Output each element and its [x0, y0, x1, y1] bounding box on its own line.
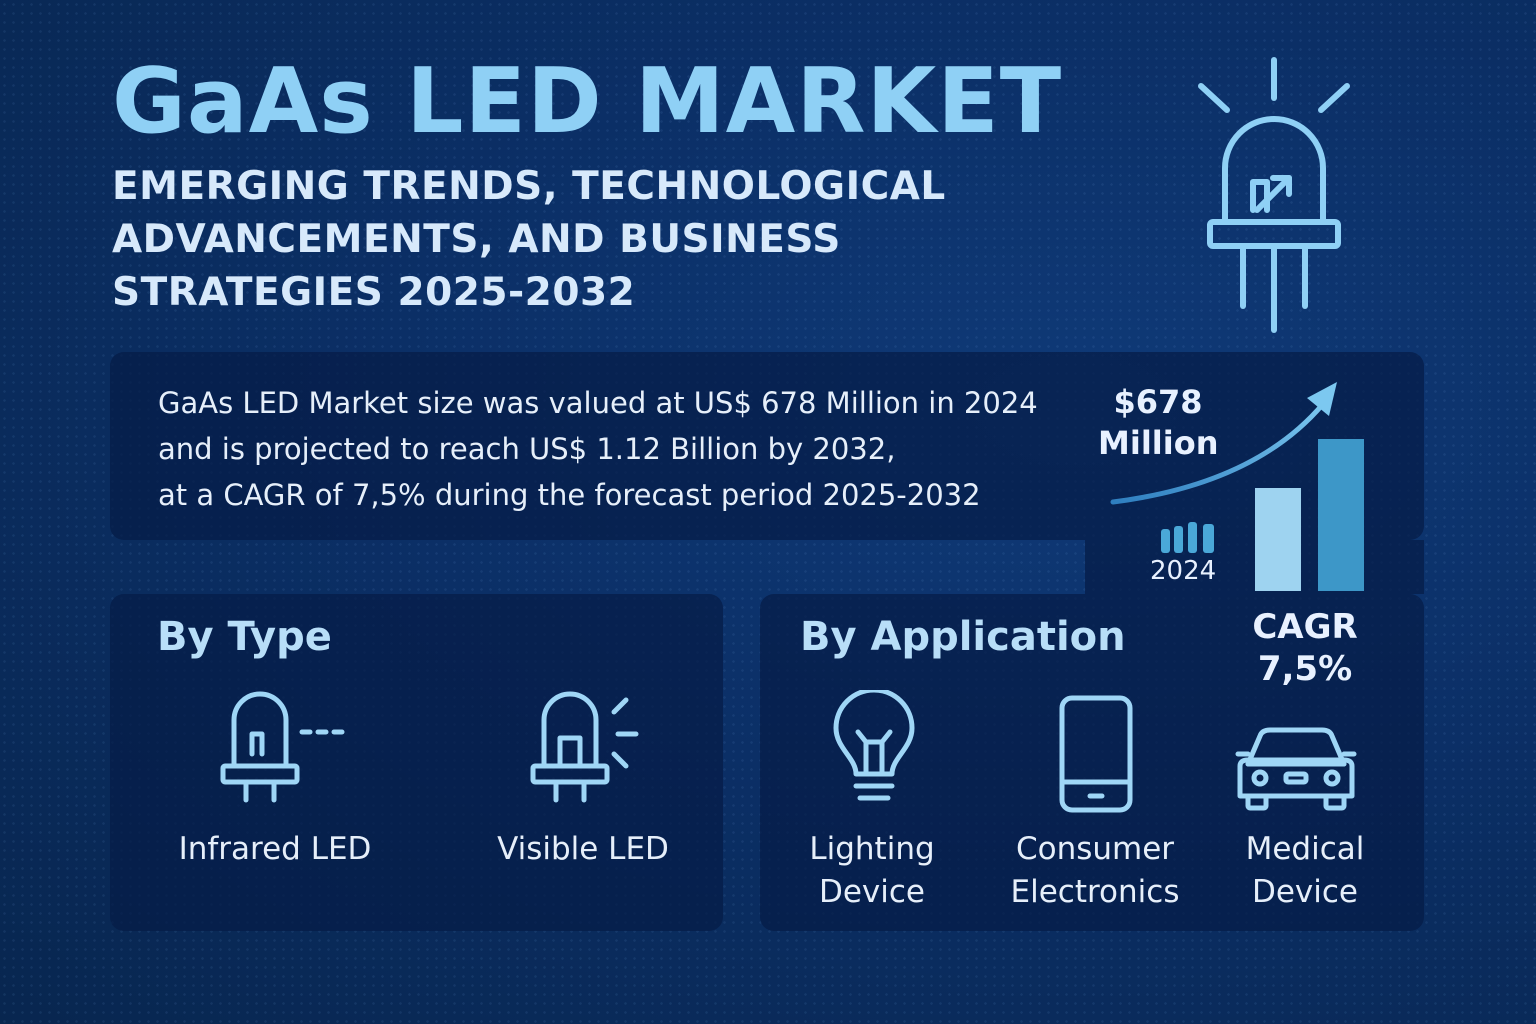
summary-panel: GaAs LED Market size was valued at US$ 6…: [110, 352, 1424, 540]
label-line: Device: [1251, 874, 1359, 910]
value-line: $678: [1113, 383, 1203, 421]
light-bulb-icon: [833, 690, 915, 801]
subtitle-line: ADVANCEMENTS, AND BUSINESS: [112, 217, 841, 262]
car-icon: [1235, 727, 1357, 811]
trend-arrow: [1110, 401, 1326, 505]
cagr-label: CAGR 7,5%: [1240, 606, 1370, 690]
medical-device-label: Medical Device: [1220, 828, 1390, 914]
mini-bar: [1203, 524, 1214, 553]
label-line: Lighting: [809, 831, 935, 867]
consumer-electronics-label: Consumer Electronics: [1000, 828, 1190, 914]
bar-large: [1318, 439, 1364, 591]
label-line: Device: [818, 874, 926, 910]
subtitle-line: EMERGING TRENDS, TECHNOLOGICAL: [112, 164, 946, 209]
summary-line: GaAs LED Market size was valued at US$ 6…: [158, 386, 1038, 420]
summary-line: and is projected to reach US$ 1.12 Billi…: [158, 432, 896, 466]
label-line: Medical: [1245, 831, 1365, 867]
by-application-panel: By Application Lighting Device Consumer …: [760, 594, 1424, 931]
panel-extension: [1085, 540, 1424, 594]
trend-arrow-head: [1307, 382, 1337, 416]
label-line: Consumer: [1015, 831, 1175, 867]
infrared-led-icon: [220, 691, 345, 803]
visible-led-label: Visible LED: [497, 831, 669, 867]
by-application-title: By Application: [800, 614, 1126, 660]
smartphone-icon: [1059, 695, 1133, 813]
mini-bar: [1174, 526, 1183, 553]
lighting-device-label: Lighting Device: [782, 828, 962, 914]
cagr-line: 7,5%: [1257, 649, 1353, 689]
by-type-panel: By Type Infrared LED Visible LED: [110, 594, 723, 931]
label-line: Electronics: [1010, 874, 1180, 910]
page-title: GaAs LED MARKET: [112, 49, 1063, 154]
mini-bar: [1161, 529, 1170, 553]
infrared-led-label: Infrared LED: [178, 831, 372, 867]
subtitle-line: STRATEGIES 2025-2032: [112, 270, 636, 315]
market-value-label: $678 Million: [1098, 382, 1218, 464]
led-growth-icon: [1198, 57, 1350, 333]
summary-line: at a CAGR of 7,5% during the forecast pe…: [158, 478, 981, 512]
value-line: Million: [1098, 424, 1219, 462]
visible-led-icon: [530, 691, 639, 803]
page-subtitle: EMERGING TRENDS, TECHNOLOGICAL ADVANCEME…: [112, 160, 946, 319]
summary-text: GaAs LED Market size was valued at US$ 6…: [158, 380, 1038, 518]
growth-chart-graphic: [1110, 382, 1364, 591]
bar-small: [1255, 488, 1301, 591]
cagr-line: CAGR: [1252, 607, 1358, 647]
mini-bar: [1188, 522, 1197, 553]
by-type-title: By Type: [157, 614, 332, 660]
year-label: 2024: [1150, 556, 1217, 586]
